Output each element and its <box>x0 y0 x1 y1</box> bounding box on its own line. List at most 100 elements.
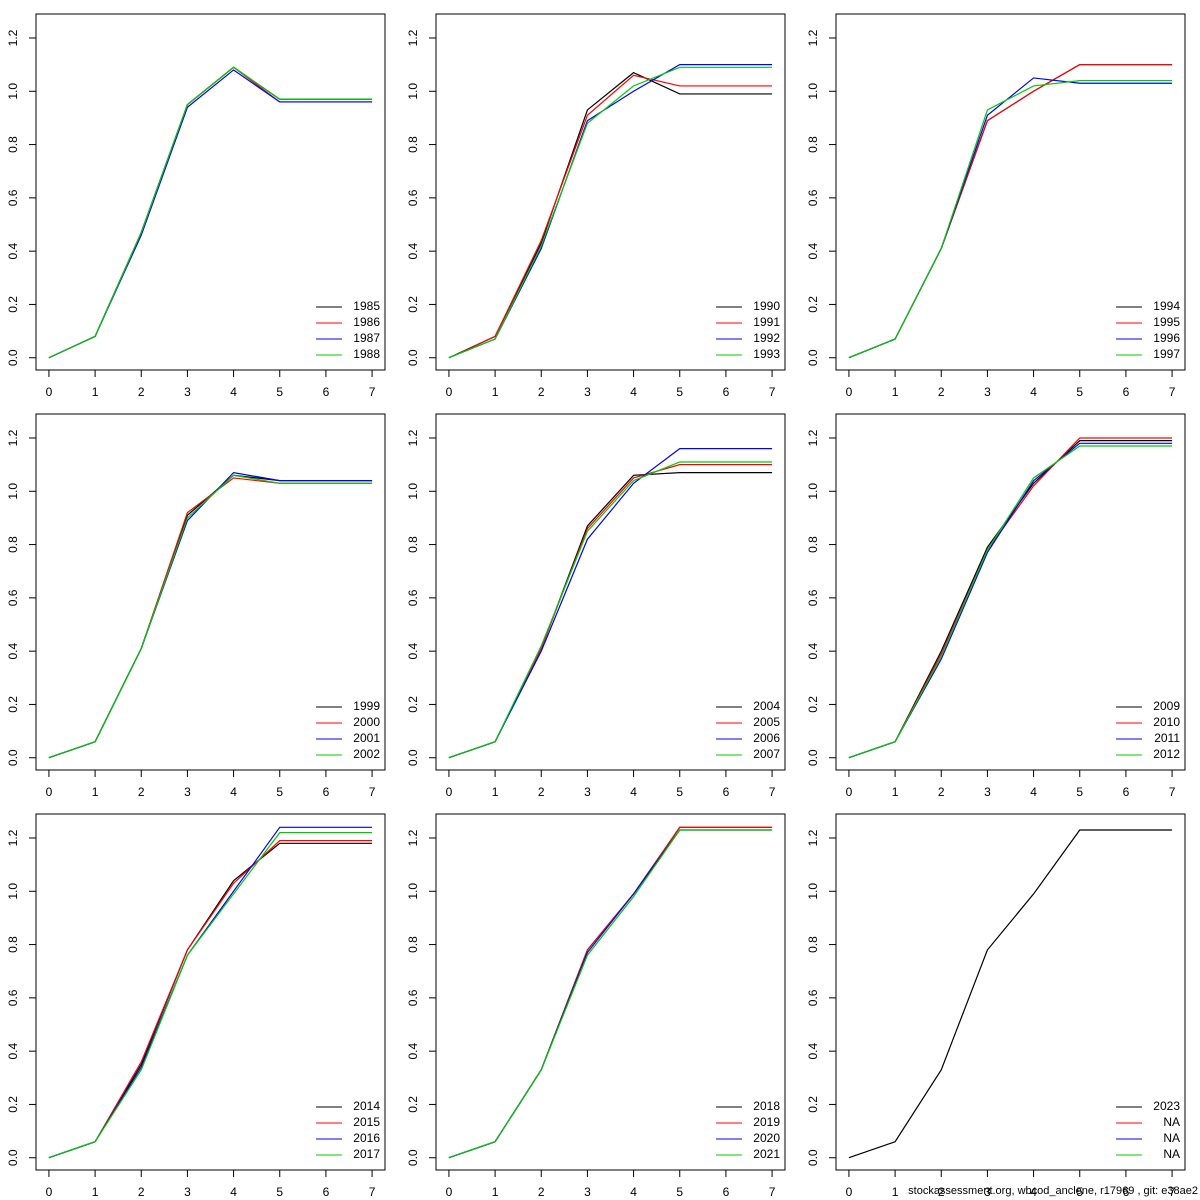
x-tick-label: 5 <box>676 785 683 799</box>
y-tick-label: 0.8 <box>406 136 420 153</box>
x-tick-label: 7 <box>769 1185 776 1199</box>
y-tick-label: 0.2 <box>806 1096 820 1113</box>
plot-frame <box>835 13 1186 371</box>
legend-label: 1990 <box>753 299 780 313</box>
legend-label: 2011 <box>1154 731 1180 745</box>
x-tick-label: 4 <box>230 385 237 399</box>
plot-frame <box>835 813 1186 1171</box>
x-tick-label: 1 <box>892 785 899 799</box>
y-tick-label: 0.8 <box>6 936 20 953</box>
x-tick-label: 7 <box>1169 1185 1176 1199</box>
x-tick-label: 0 <box>46 785 53 799</box>
x-tick-label: 5 <box>276 1185 283 1199</box>
x-tick-label: 5 <box>676 1185 683 1199</box>
x-tick-label: 4 <box>230 1185 237 1199</box>
x-tick-label: 5 <box>1076 1185 1083 1199</box>
x-tick-label: 1 <box>492 385 499 399</box>
y-tick-label: 1.0 <box>406 83 420 100</box>
x-tick-label: 1 <box>892 385 899 399</box>
y-tick-label: 0.4 <box>406 642 420 659</box>
legend-label: 2010 <box>1153 715 1180 729</box>
legend-label: 1993 <box>753 347 780 361</box>
x-tick-label: 7 <box>369 385 376 399</box>
x-tick-label: 4 <box>1030 1185 1037 1199</box>
y-tick-label: 0.4 <box>6 642 20 659</box>
x-tick-label: 2 <box>938 1185 945 1199</box>
y-tick-label: 0.4 <box>806 1042 820 1059</box>
x-tick-label: 3 <box>984 385 991 399</box>
x-tick-label: 6 <box>323 1185 330 1199</box>
legend-label: 2015 <box>353 1115 380 1129</box>
series-line <box>848 445 1173 759</box>
legend-label: 2021 <box>753 1147 780 1161</box>
y-tick-label: 0.0 <box>806 749 820 766</box>
y-tick-label: 0.0 <box>406 349 420 366</box>
y-tick-label: 1.2 <box>406 829 420 846</box>
x-tick-label: 3 <box>184 385 191 399</box>
plot-frame <box>435 813 786 1171</box>
x-tick-label: 3 <box>984 1185 991 1199</box>
series-line <box>48 474 373 759</box>
y-tick-label: 1.0 <box>6 483 20 500</box>
legend-label: 1997 <box>1153 347 1180 361</box>
y-tick-label: 0.0 <box>6 349 20 366</box>
y-tick-label: 1.2 <box>406 29 420 46</box>
series-line <box>848 80 1173 359</box>
series-line <box>48 832 373 1159</box>
y-tick-label: 1.0 <box>6 883 20 900</box>
y-tick-label: 1.0 <box>806 483 820 500</box>
x-tick-label: 7 <box>769 385 776 399</box>
legend-label: 2000 <box>353 715 380 729</box>
x-tick-label: 1 <box>92 785 99 799</box>
y-tick-label: 0.6 <box>806 189 820 206</box>
series-line <box>448 66 773 359</box>
x-tick-label: 5 <box>276 785 283 799</box>
series-line <box>848 829 1173 1159</box>
x-tick-label: 4 <box>630 785 637 799</box>
plot-frame <box>35 13 386 371</box>
x-tick-label: 1 <box>492 1185 499 1199</box>
legend-label: 2019 <box>753 1115 780 1129</box>
legend-label: 2005 <box>753 715 780 729</box>
x-tick-label: 7 <box>1169 785 1176 799</box>
x-tick-label: 0 <box>846 1185 853 1199</box>
x-tick-label: 7 <box>769 785 776 799</box>
x-tick-label: 4 <box>630 385 637 399</box>
x-tick-label: 2 <box>538 785 545 799</box>
x-tick-label: 3 <box>584 385 591 399</box>
legend-label: 2020 <box>753 1131 780 1145</box>
legend-label: 2004 <box>753 699 780 713</box>
legend-label: 1987 <box>353 331 380 345</box>
plot-frame <box>435 13 786 371</box>
legend-label: NA <box>1163 1147 1180 1161</box>
x-tick-label: 2 <box>938 385 945 399</box>
legend-label: 2023 <box>1153 1099 1180 1113</box>
x-tick-label: 7 <box>369 785 376 799</box>
x-tick-label: 1 <box>92 1185 99 1199</box>
legend-label: 2016 <box>353 1131 380 1145</box>
legend-label: 1996 <box>1153 331 1180 345</box>
x-tick-label: 3 <box>984 785 991 799</box>
x-tick-label: 3 <box>584 1185 591 1199</box>
x-tick-label: 5 <box>676 385 683 399</box>
x-tick-label: 6 <box>1123 1185 1130 1199</box>
x-tick-label: 6 <box>323 785 330 799</box>
y-tick-label: 0.6 <box>806 989 820 1006</box>
y-tick-label: 0.4 <box>806 242 820 259</box>
y-tick-label: 0.4 <box>6 1042 20 1059</box>
y-tick-label: 0.4 <box>806 642 820 659</box>
x-tick-label: 4 <box>230 785 237 799</box>
x-tick-label: 0 <box>846 785 853 799</box>
y-tick-label: 0.8 <box>406 536 420 553</box>
legend-label: 1985 <box>353 299 380 313</box>
x-tick-label: 4 <box>630 1185 637 1199</box>
plot-frame <box>835 413 1186 771</box>
legend-label: 2012 <box>1153 747 1180 761</box>
legend-label: 1992 <box>753 331 780 345</box>
y-tick-label: 0.8 <box>6 136 20 153</box>
x-tick-label: 6 <box>1123 385 1130 399</box>
y-tick-label: 0.4 <box>406 1042 420 1059</box>
legend-label: 1995 <box>1153 315 1180 329</box>
x-tick-label: 1 <box>492 785 499 799</box>
